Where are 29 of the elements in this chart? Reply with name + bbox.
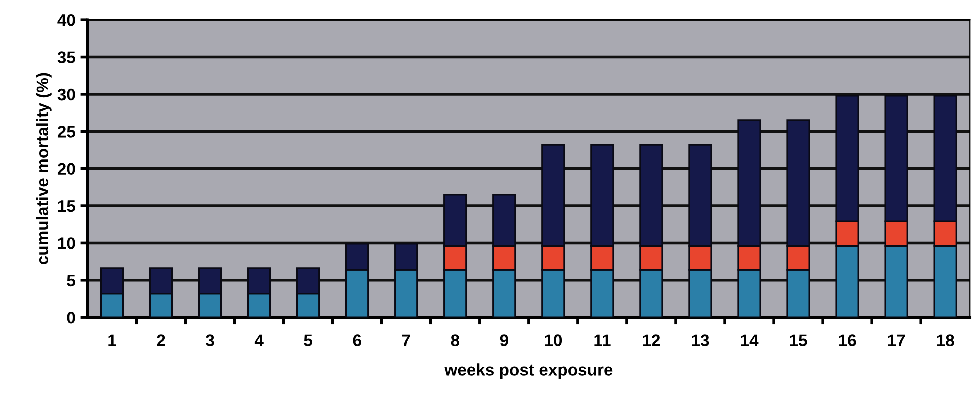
x-tick-label: 10 [545, 334, 562, 346]
x-tick-label: 8 [451, 334, 460, 346]
x-tick-label: 2 [157, 334, 166, 346]
x-tick-label: 1 [108, 334, 116, 346]
x-tick-label: 3 [206, 334, 214, 347]
x-tick-label: 9 [500, 334, 508, 346]
y-tick-label: 15 [58, 200, 76, 212]
y-tick-label: 20 [58, 163, 76, 176]
y-tick-label: 30 [58, 88, 76, 101]
y-tick-label: 5 [67, 274, 76, 287]
x-tick-label: 17 [888, 334, 906, 346]
x-tick-label: 14 [741, 334, 759, 346]
x-tick-label: 4 [254, 334, 264, 346]
y-tick-label: 10 [58, 238, 76, 250]
x-tick-label: 13 [692, 334, 710, 347]
x-tick-label: 6 [353, 334, 362, 346]
y-tick-label: 40 [58, 14, 76, 26]
x-tick-label: 15 [790, 334, 808, 346]
y-axis-title: cumulative mortality (%) [36, 73, 52, 264]
y-tick-label: 0 [67, 312, 76, 324]
x-tick-label: 12 [643, 334, 660, 346]
x-tick-label: 7 [402, 334, 410, 346]
x-tick-label: 18 [937, 334, 954, 346]
x-tick-label: 5 [304, 334, 313, 346]
x-axis-title: weeks post exposure [444, 364, 613, 380]
x-tick-label: 11 [594, 334, 611, 346]
y-tick-label: 25 [58, 126, 76, 138]
y-tick-label: 35 [58, 52, 76, 64]
x-tick-label: 16 [839, 334, 856, 346]
